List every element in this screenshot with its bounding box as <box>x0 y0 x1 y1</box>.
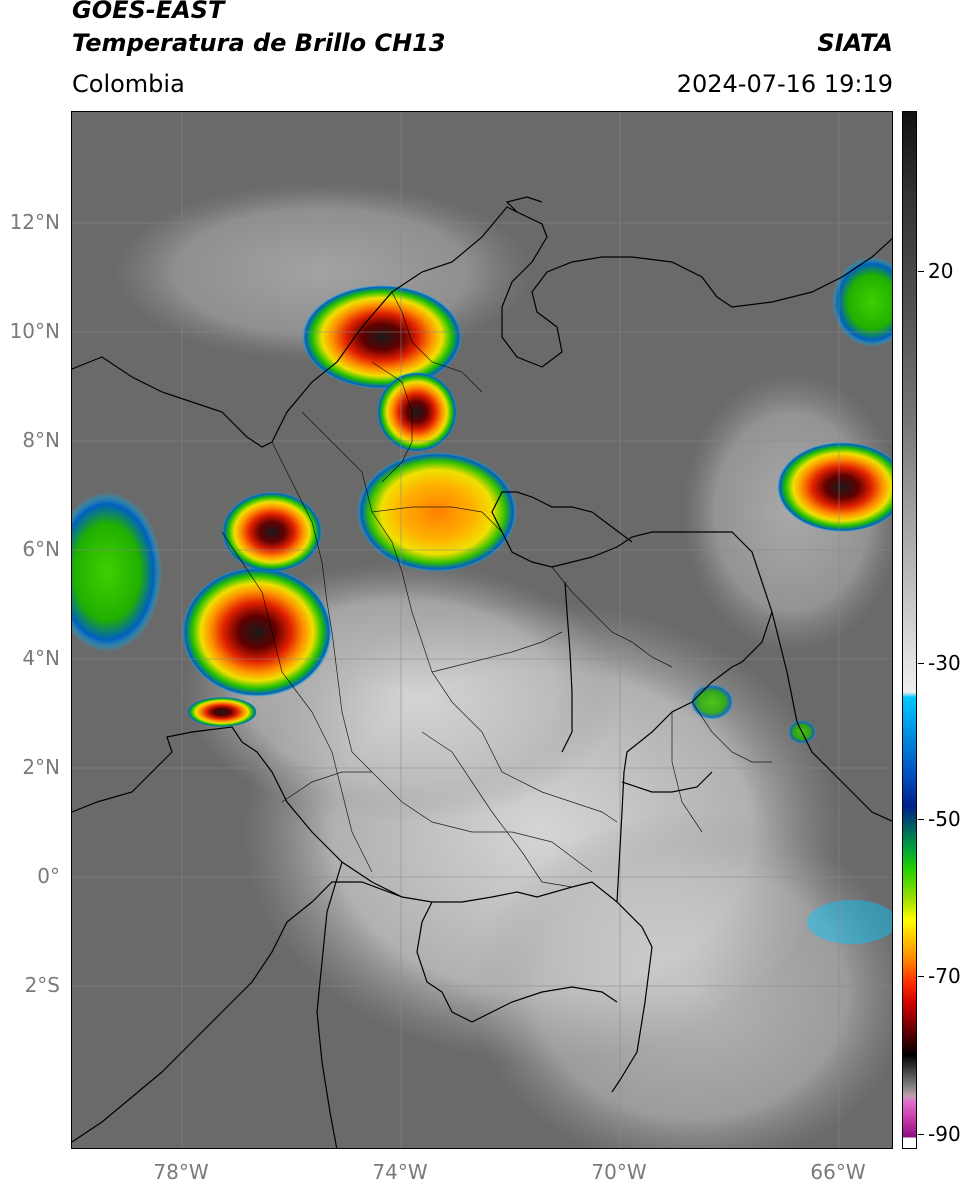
region-label: Colombia <box>72 70 185 98</box>
lat-label-8n: 8°N <box>22 428 60 452</box>
colorbar-label: -30 <box>928 651 961 675</box>
lat-label-4n: 4°N <box>22 646 60 670</box>
satellite-title: GOES-EAST <box>72 0 225 24</box>
colorbar-tick <box>918 1134 924 1135</box>
department-lines <box>221 291 772 888</box>
lat-label-10n: 10°N <box>9 319 60 343</box>
lat-label-6n: 6°N <box>22 537 60 561</box>
agency-label: SIATA <box>817 29 893 57</box>
lat-label-12n: 12°N <box>9 210 60 234</box>
lat-label-0: 0° <box>37 864 60 888</box>
lat-label-2s: 2°S <box>24 973 60 997</box>
graticule <box>72 112 892 1148</box>
lon-label-66w: 66°W <box>810 1160 866 1184</box>
colorbar-tick <box>918 271 924 272</box>
colorbar-label: -70 <box>928 964 961 988</box>
borders <box>72 196 892 1148</box>
colorbar-label: 20 <box>928 259 954 283</box>
colorbar-tick <box>918 663 924 664</box>
lon-label-74w: 74°W <box>372 1160 428 1184</box>
colorbar-label: -90 <box>928 1122 961 1146</box>
colorbar-label: -50 <box>928 807 961 831</box>
satellite-map <box>71 111 893 1149</box>
colorbar-tick <box>918 976 924 977</box>
lon-label-70w: 70°W <box>591 1160 647 1184</box>
lat-label-2n: 2°N <box>22 755 60 779</box>
lon-label-78w: 78°W <box>153 1160 209 1184</box>
datetime-label: 2024-07-16 19:19 <box>676 70 893 98</box>
product-title: Temperatura de Brillo CH13 <box>72 29 446 57</box>
colorbar-tick <box>918 819 924 820</box>
colorbar <box>902 111 917 1149</box>
map-canvas <box>72 112 892 1148</box>
